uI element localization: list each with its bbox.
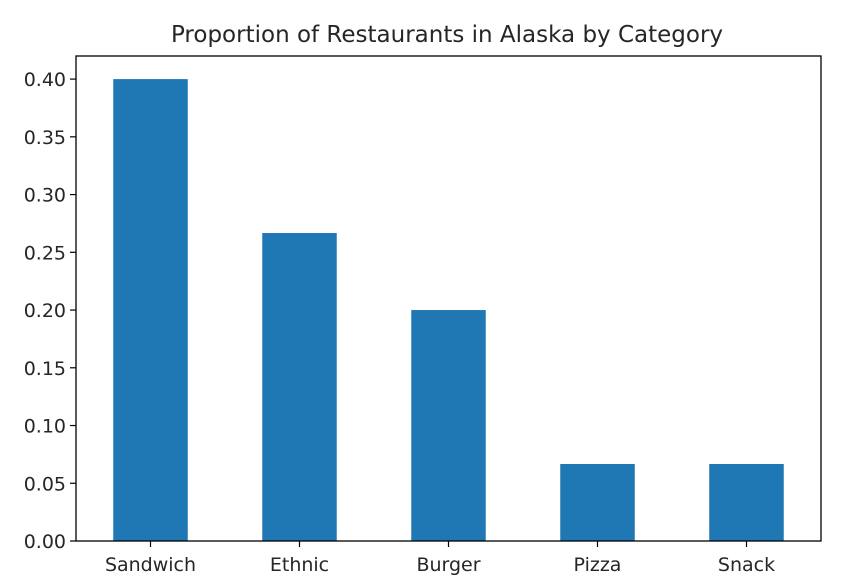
y-tick-label: 0.10	[24, 416, 66, 438]
y-tick-label: 0.05	[24, 473, 66, 495]
x-tick-label: Burger	[416, 554, 480, 576]
x-axis: Sandwich Ethnic Burger Pizza Snack	[105, 541, 775, 576]
y-axis: 0.00 0.05 0.10 0.15 0.20 0.25 0.30 0.35 0.40	[24, 69, 76, 553]
y-tick-label: 0.40	[24, 69, 66, 91]
y-tick-label: 0.25	[24, 242, 66, 264]
y-tick-label: 0.00	[24, 531, 66, 553]
y-tick-label: 0.30	[24, 185, 66, 207]
bar-pizza	[560, 463, 635, 541]
x-tick-label: Snack	[718, 554, 775, 576]
x-tick-label: Pizza	[574, 554, 622, 576]
plot-frame	[75, 55, 822, 542]
bar-ethnic	[262, 233, 337, 541]
bar-snack	[709, 463, 784, 541]
y-tick-label: 0.20	[24, 300, 66, 322]
x-tick-label: Ethnic	[270, 554, 329, 576]
bar-sandwich	[113, 79, 188, 541]
y-tick-label: 0.35	[24, 127, 66, 149]
bar-burger	[411, 310, 486, 541]
bars	[113, 79, 784, 541]
x-tick-label: Sandwich	[105, 554, 196, 576]
y-tick-label: 0.15	[24, 358, 66, 380]
chart-title: Proportion of Restaurants in Alaska by C…	[171, 22, 723, 48]
